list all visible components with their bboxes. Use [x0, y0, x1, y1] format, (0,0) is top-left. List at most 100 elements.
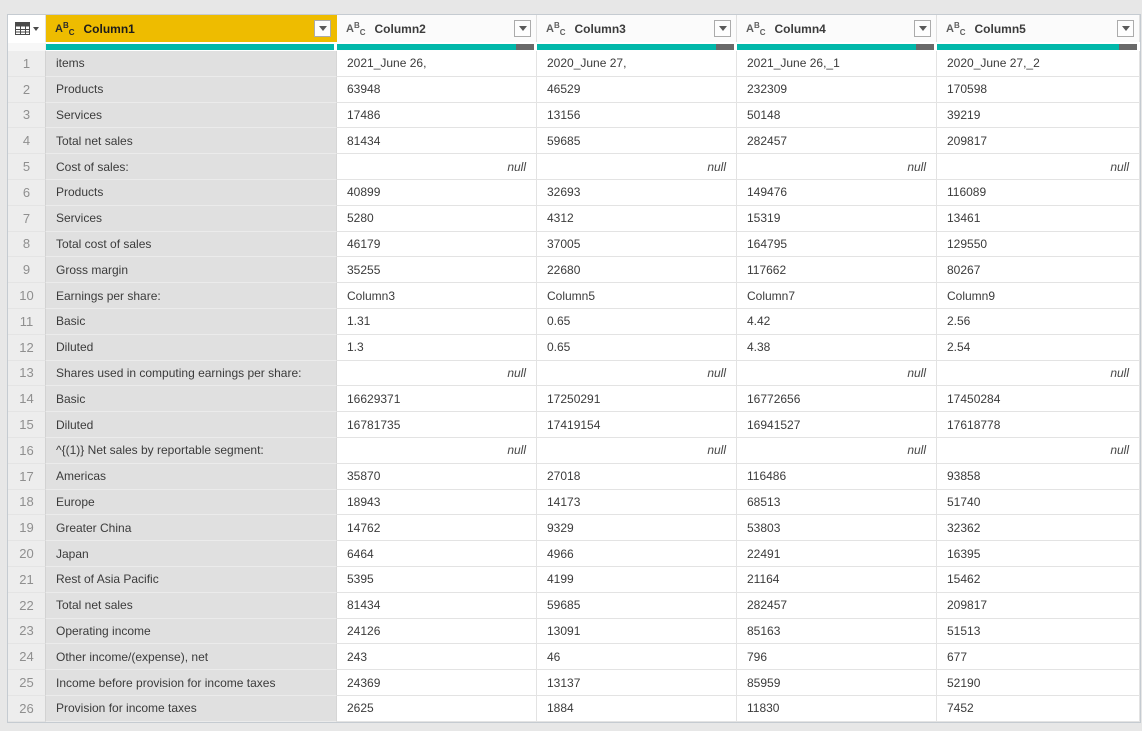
table-cell[interactable]: 80267: [937, 257, 1140, 284]
table-cell[interactable]: 22491: [737, 541, 937, 567]
table-cell[interactable]: 5395: [337, 566, 537, 593]
table-cell[interactable]: 16629371: [337, 386, 537, 413]
table-cell[interactable]: 14173: [537, 489, 737, 516]
table-cell[interactable]: Diluted: [46, 334, 337, 361]
table-cell[interactable]: 16781735: [337, 412, 537, 438]
table-cell[interactable]: 16772656: [737, 386, 937, 413]
table-cell[interactable]: 51513: [937, 618, 1140, 645]
table-cell[interactable]: Services: [46, 102, 337, 129]
table-cell[interactable]: 117662: [737, 257, 937, 284]
row-number[interactable]: 22: [8, 592, 46, 619]
table-cell[interactable]: 22680: [537, 257, 737, 284]
table-cell[interactable]: Products: [46, 76, 337, 103]
table-cell[interactable]: 2020_June 27,_2: [937, 51, 1140, 77]
table-cell[interactable]: Income before provision for income taxes: [46, 670, 337, 696]
row-number[interactable]: 17: [8, 463, 46, 490]
table-cell[interactable]: 209817: [937, 128, 1140, 155]
table-cell[interactable]: Basic: [46, 308, 337, 335]
table-cell[interactable]: 35255: [337, 257, 537, 284]
table-cell[interactable]: 81434: [337, 128, 537, 155]
table-cell[interactable]: 46529: [537, 76, 737, 103]
table-cell[interactable]: 59685: [537, 128, 737, 155]
table-cell[interactable]: 13091: [537, 618, 737, 645]
table-cell-null[interactable]: null: [937, 154, 1140, 180]
table-cell-null[interactable]: null: [937, 360, 1140, 387]
table-cell-null[interactable]: null: [537, 437, 737, 464]
row-number[interactable]: 9: [8, 257, 46, 284]
table-cell[interactable]: 17419154: [537, 412, 737, 438]
table-cell[interactable]: Gross margin: [46, 257, 337, 284]
table-cell[interactable]: 18943: [337, 489, 537, 516]
table-cell[interactable]: 4199: [537, 566, 737, 593]
row-number[interactable]: 15: [8, 412, 46, 438]
table-cell[interactable]: Greater China: [46, 515, 337, 542]
column-header-column2[interactable]: ABC Column2: [337, 15, 537, 42]
table-cell[interactable]: 0.65: [537, 308, 737, 335]
table-cell[interactable]: 85959: [737, 670, 937, 696]
table-cell[interactable]: 7452: [937, 695, 1140, 722]
filter-button[interactable]: [714, 20, 731, 37]
table-cell[interactable]: 2021_June 26,: [337, 51, 537, 77]
table-cell-null[interactable]: null: [337, 437, 537, 464]
table-cell[interactable]: 1.3: [337, 334, 537, 361]
row-number[interactable]: 18: [8, 489, 46, 516]
table-cell[interactable]: Cost of sales:: [46, 154, 337, 180]
table-cell-null[interactable]: null: [537, 360, 737, 387]
row-number[interactable]: 12: [8, 334, 46, 361]
table-cell[interactable]: 46: [537, 644, 737, 671]
table-cell[interactable]: 282457: [737, 592, 937, 619]
row-number[interactable]: 10: [8, 283, 46, 309]
table-cell[interactable]: Americas: [46, 463, 337, 490]
row-number[interactable]: 21: [8, 566, 46, 593]
row-number[interactable]: 2: [8, 76, 46, 103]
table-cell[interactable]: 116089: [937, 179, 1140, 206]
table-cell[interactable]: Diluted: [46, 412, 337, 438]
table-cell[interactable]: 17450284: [937, 386, 1140, 413]
table-cell[interactable]: Operating income: [46, 618, 337, 645]
row-number[interactable]: 25: [8, 670, 46, 696]
table-cell-null[interactable]: null: [537, 154, 737, 180]
column-header-column3[interactable]: ABC Column3: [537, 15, 737, 42]
table-cell-null[interactable]: null: [337, 154, 537, 180]
table-cell[interactable]: 13156: [537, 102, 737, 129]
row-number[interactable]: 16: [8, 437, 46, 464]
table-cell[interactable]: 24126: [337, 618, 537, 645]
table-cell[interactable]: 24369: [337, 670, 537, 696]
table-cell[interactable]: 9329: [537, 515, 737, 542]
row-number[interactable]: 7: [8, 205, 46, 232]
row-number[interactable]: 4: [8, 128, 46, 155]
table-cell[interactable]: 14762: [337, 515, 537, 542]
row-number[interactable]: 20: [8, 541, 46, 567]
table-cell[interactable]: 17250291: [537, 386, 737, 413]
table-cell[interactable]: 170598: [937, 76, 1140, 103]
table-cell[interactable]: 149476: [737, 179, 937, 206]
table-cell[interactable]: Total net sales: [46, 592, 337, 619]
table-cell[interactable]: Earnings per share:: [46, 283, 337, 309]
table-cell[interactable]: 13137: [537, 670, 737, 696]
table-cell[interactable]: 16395: [937, 541, 1140, 567]
table-cell[interactable]: 209817: [937, 592, 1140, 619]
table-cell[interactable]: Column3: [337, 283, 537, 309]
table-cell[interactable]: 85163: [737, 618, 937, 645]
row-number[interactable]: 8: [8, 231, 46, 258]
table-cell[interactable]: 129550: [937, 231, 1140, 258]
table-cell[interactable]: Provision for income taxes: [46, 695, 337, 722]
table-cell[interactable]: 282457: [737, 128, 937, 155]
table-cell[interactable]: 27018: [537, 463, 737, 490]
table-cell[interactable]: 21164: [737, 566, 937, 593]
table-cell[interactable]: 164795: [737, 231, 937, 258]
table-cell[interactable]: 13461: [937, 205, 1140, 232]
table-cell-null[interactable]: null: [737, 437, 937, 464]
table-cell[interactable]: 37005: [537, 231, 737, 258]
row-number[interactable]: 24: [8, 644, 46, 671]
row-number[interactable]: 6: [8, 179, 46, 206]
table-cell[interactable]: 46179: [337, 231, 537, 258]
table-cell[interactable]: Europe: [46, 489, 337, 516]
row-number[interactable]: 3: [8, 102, 46, 129]
row-number[interactable]: 14: [8, 386, 46, 413]
column-header-column5[interactable]: ABC Column5: [937, 15, 1140, 42]
table-cell-null[interactable]: null: [737, 154, 937, 180]
table-cell[interactable]: 4.42: [737, 308, 937, 335]
table-cell[interactable]: 4312: [537, 205, 737, 232]
row-number[interactable]: 23: [8, 618, 46, 645]
